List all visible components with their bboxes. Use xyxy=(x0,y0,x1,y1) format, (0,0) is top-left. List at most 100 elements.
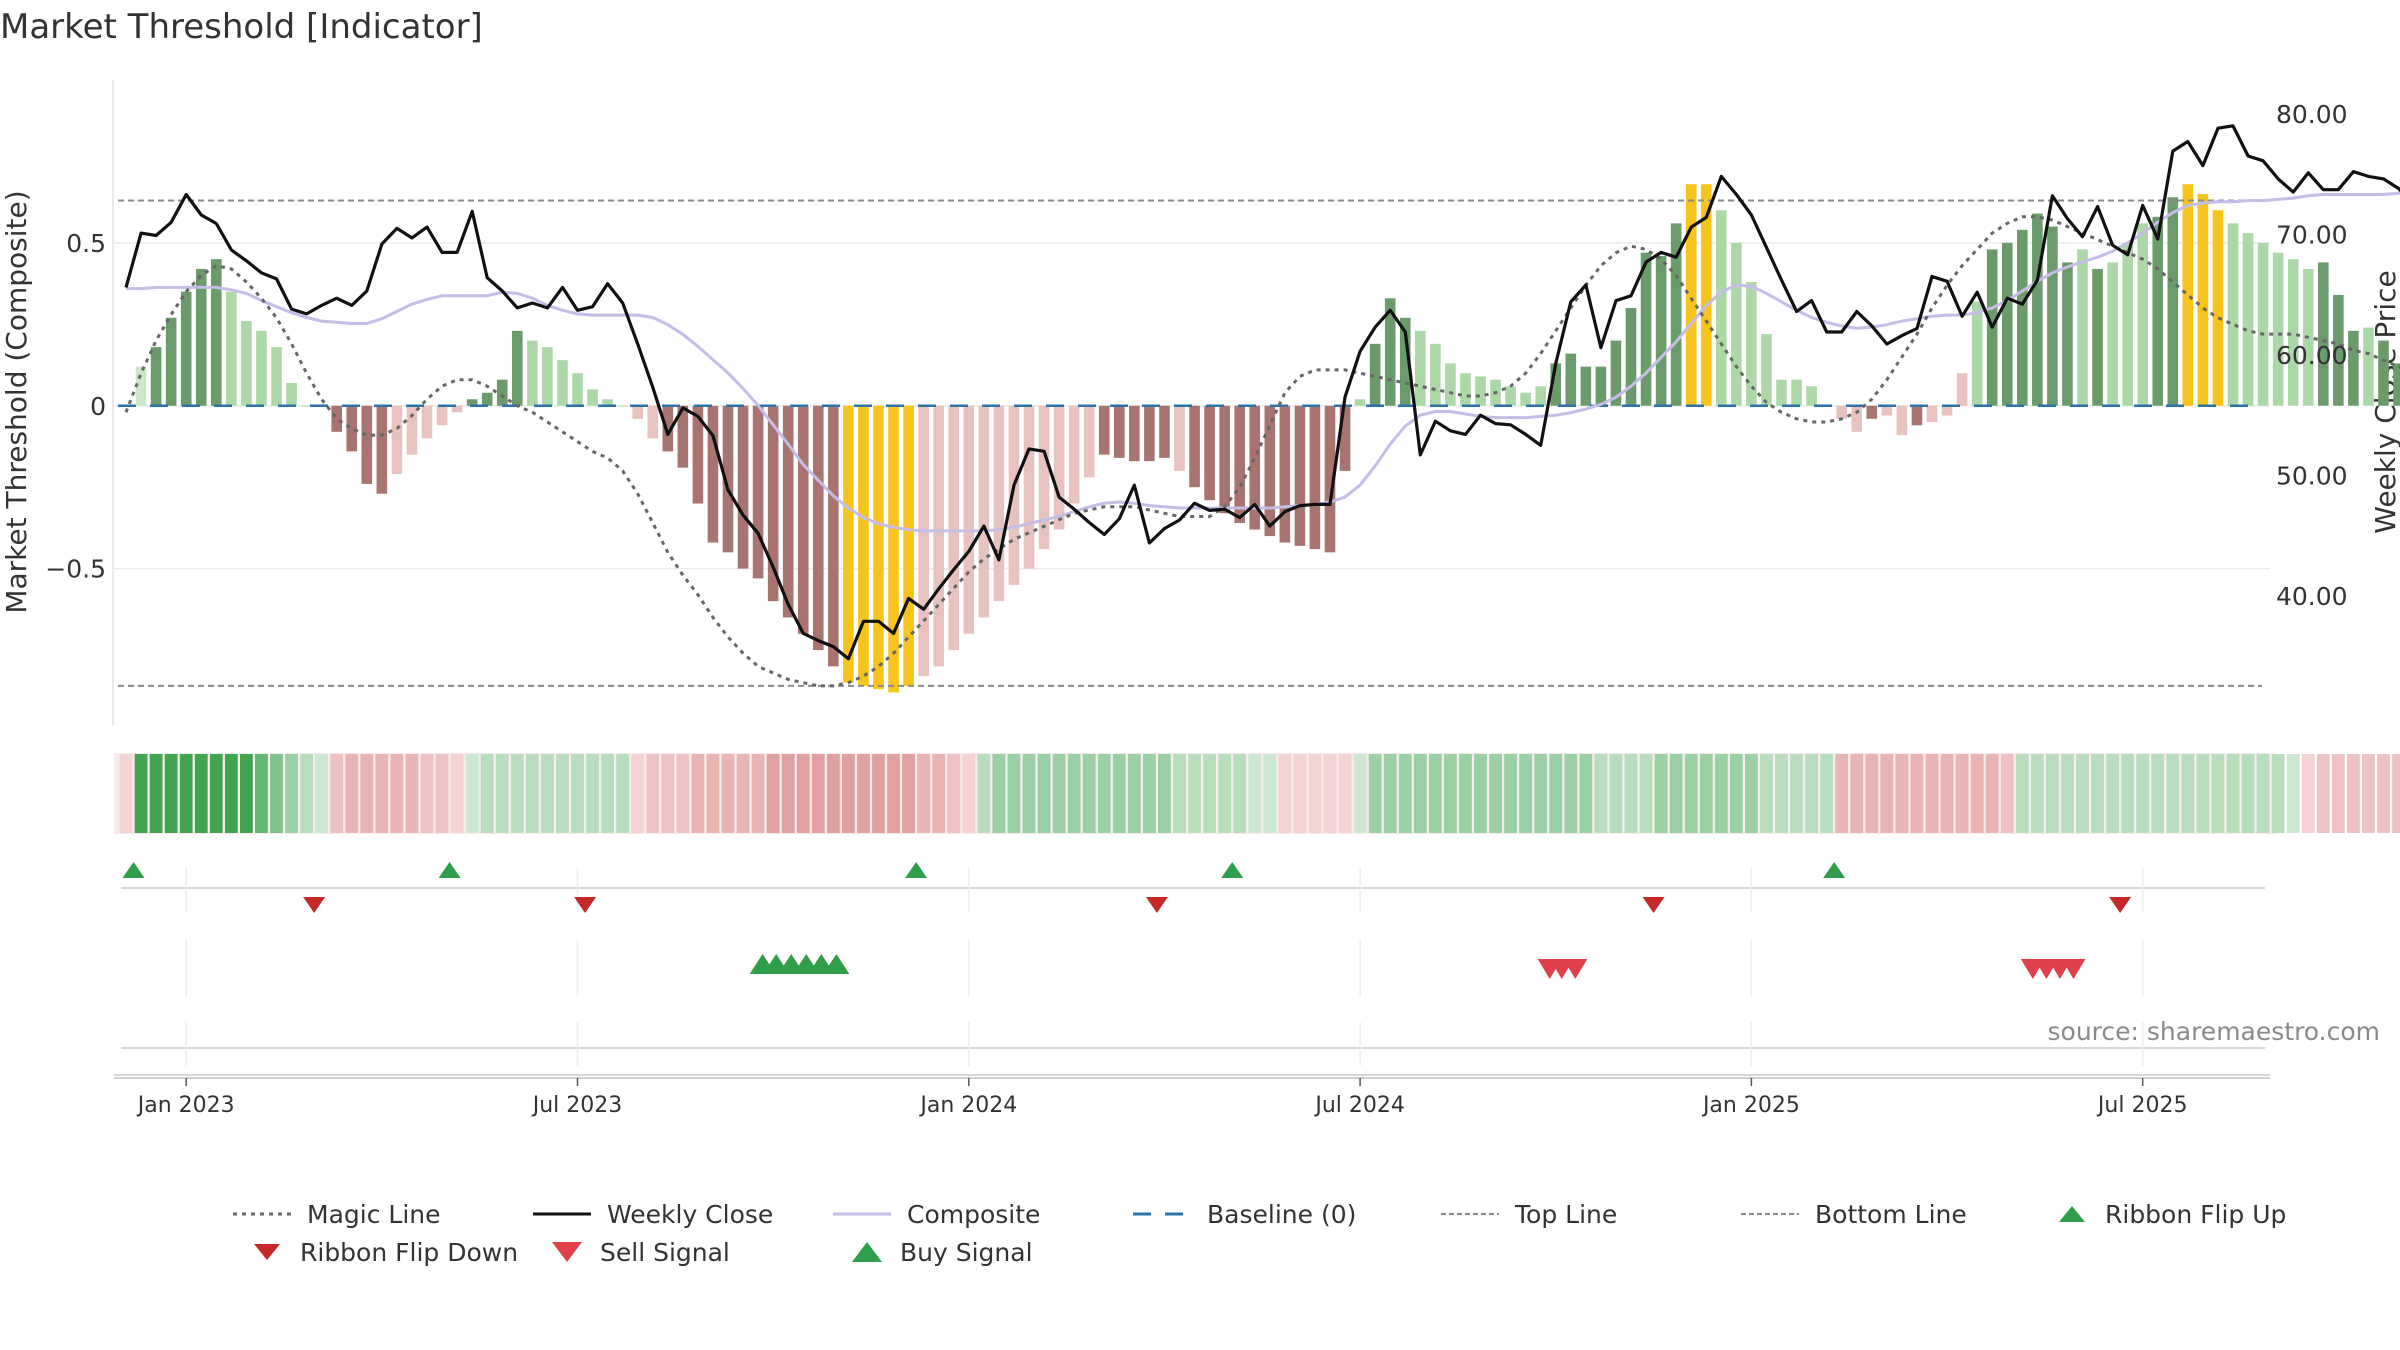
ribbon-cell xyxy=(2316,754,2330,833)
composite-bar xyxy=(1791,379,1802,406)
x-tick-label: Jul 2023 xyxy=(531,1093,623,1118)
legend-item-magic-line[interactable]: Magic Line xyxy=(233,1196,441,1232)
ribbon-strip xyxy=(114,753,2400,834)
legend-item-ribbon-flip-up[interactable]: Ribbon Flip Up xyxy=(2055,1196,2286,1232)
ribbon-cell xyxy=(902,754,915,833)
ribbon-cell xyxy=(1398,754,1412,833)
ribbon-cell xyxy=(872,754,885,833)
ribbon-cell xyxy=(676,754,690,833)
ribbon-cell xyxy=(1564,754,1578,833)
ribbon-cell xyxy=(586,754,599,833)
ribbon-cell xyxy=(2151,754,2165,833)
composite-bar xyxy=(647,405,659,439)
composite-bar xyxy=(1068,405,1080,504)
grid-lines xyxy=(112,80,2270,725)
composite-bar xyxy=(421,405,433,439)
weekly-close-swatch xyxy=(533,1212,591,1216)
ribbon-cell xyxy=(2000,754,2014,833)
ribbon-cell xyxy=(706,754,720,833)
legend-item-top-line[interactable]: Top Line xyxy=(1441,1196,1617,1232)
ribbon-cell xyxy=(405,754,419,833)
composite-bar xyxy=(752,405,764,579)
legend-item-sell-signal[interactable]: Sell Signal xyxy=(550,1234,730,1270)
ribbon-cell xyxy=(1504,754,1517,833)
legend-item-ribbon-flip-down[interactable]: Ribbon Flip Down xyxy=(250,1234,518,1270)
ribbon-cell xyxy=(1609,754,1623,833)
x-tick-label: Jan 2023 xyxy=(136,1093,235,1118)
composite-bar xyxy=(978,405,990,618)
ribbon-cell xyxy=(209,754,223,833)
composite-bar xyxy=(2167,197,2179,406)
composite-bar xyxy=(2272,252,2284,406)
composite-bar xyxy=(1249,405,1261,530)
ribbon-cell xyxy=(1052,754,1066,833)
legend-item-bottom-line[interactable]: Bottom Line xyxy=(1741,1196,1967,1232)
ribbon-cell xyxy=(2106,754,2119,833)
composite-bar xyxy=(1610,340,1622,406)
composite-bar xyxy=(512,330,523,406)
ribbon-cell xyxy=(2211,754,2225,833)
composite-bar xyxy=(707,405,719,543)
composite-bar xyxy=(241,321,252,406)
ribbon-cell xyxy=(616,754,630,833)
ribbon-cell xyxy=(1940,754,1954,833)
composite-bar xyxy=(2393,363,2400,406)
ribbon-cell xyxy=(1474,754,1487,833)
ribbon-cell xyxy=(1368,754,1382,833)
ribbon-cell xyxy=(541,754,554,833)
ribbon-cell xyxy=(1519,754,1533,833)
ribbon-cell xyxy=(1624,754,1638,833)
composite-bar xyxy=(2333,295,2344,406)
composite-bar xyxy=(1339,405,1351,471)
composite-bar xyxy=(1399,317,1411,406)
legend-label: Composite xyxy=(907,1199,1041,1229)
composite-bar xyxy=(2062,262,2073,406)
composite-bar xyxy=(1384,298,1396,406)
ribbon-cell xyxy=(932,754,946,833)
ribbon-cell xyxy=(2301,754,2315,833)
legend-label: Ribbon Flip Up xyxy=(2105,1199,2287,1229)
legend-item-buy-signal[interactable]: Buy Signal xyxy=(850,1234,1033,1270)
composite-bar xyxy=(632,405,643,419)
ribbon-cell xyxy=(179,754,193,833)
ribbon-cell xyxy=(315,754,329,833)
ribbon-cell xyxy=(1143,754,1156,833)
composite-bar xyxy=(858,405,869,686)
ribbon-cell xyxy=(2331,754,2345,833)
composite-bar xyxy=(722,405,734,553)
composite-bar xyxy=(2047,226,2058,406)
legend-item-baseline[interactable]: Baseline (0) xyxy=(1133,1196,1356,1232)
ribbon-cell xyxy=(149,754,163,833)
legend-item-weekly-close[interactable]: Weekly Close xyxy=(533,1196,773,1232)
ribbon-cell xyxy=(1850,754,1864,833)
ribbon-cell xyxy=(330,754,344,833)
composite-bar xyxy=(767,405,779,602)
ribbon-cell xyxy=(1037,754,1051,833)
composite-bar xyxy=(572,373,583,406)
composite-bar xyxy=(135,366,147,406)
ribbon-cell xyxy=(2121,754,2135,833)
composite-bar xyxy=(2137,223,2148,406)
right-tick-label: 80.00 xyxy=(2276,100,2348,129)
series-lines xyxy=(124,124,2400,688)
ribbon-cell xyxy=(1985,754,1999,833)
right-tick-label: 50.00 xyxy=(2276,461,2348,490)
composite-bar xyxy=(1535,386,1546,406)
ribbon-cell xyxy=(1955,754,1969,833)
ribbon-cell xyxy=(1534,754,1548,833)
legend-item-composite[interactable]: Composite xyxy=(833,1196,1040,1232)
ribbon-cell xyxy=(510,754,524,833)
ribbon-cell xyxy=(721,754,735,833)
ribbon-cell xyxy=(2091,754,2104,833)
composite-bar xyxy=(1881,405,1893,416)
composite-bar xyxy=(1023,405,1035,569)
ribbon-cell xyxy=(1428,754,1442,833)
composite-bar xyxy=(1565,353,1577,406)
composite-bar xyxy=(1324,405,1336,553)
composite-bar xyxy=(1219,405,1230,514)
composite-bar xyxy=(1716,210,1727,406)
composite-bar xyxy=(1204,405,1215,501)
reference-lines xyxy=(118,199,2262,687)
composite-bar xyxy=(2122,242,2133,406)
composite-bar xyxy=(195,268,207,406)
